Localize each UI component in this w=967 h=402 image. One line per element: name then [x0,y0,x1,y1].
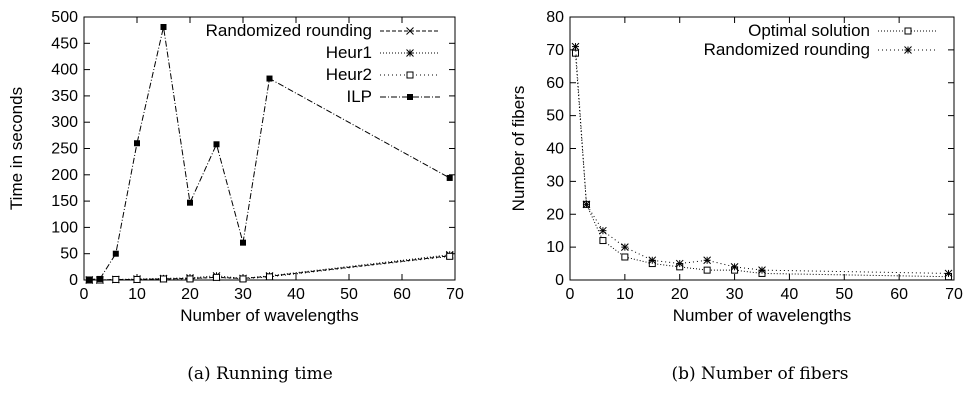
data-point [730,262,739,271]
data-point [213,141,220,148]
legend-label: ILP [346,87,372,106]
series-line [89,26,450,280]
running-time-chart: 0 10 20 30 40 50 60 70 0 50 100 150 200 250 300 350 400 4… [7,9,464,325]
x-tick-label: 70 [446,286,464,303]
x-tick-label: 50 [835,286,853,303]
plot-frame [83,16,456,281]
y-tick-label: 100 [51,219,78,236]
y-tick-label: 300 [51,114,78,131]
data-point [703,256,711,265]
legend-marker [407,94,413,100]
fibers-chart: 0 10 20 30 40 50 60 70 0 10 20 30 40 50 60 70 80 Number o… [509,9,963,325]
data-point [599,237,607,245]
series-line [574,46,949,274]
y-tick-label: 200 [51,167,78,184]
y-tick-label: 150 [51,193,78,210]
y-tick-label: 500 [51,9,78,26]
data-point [213,273,220,281]
legend-label: Randomized rounding [206,21,372,40]
x-tick-label: 20 [181,286,199,303]
data-point [266,273,273,281]
data-point [758,266,766,274]
data-point [571,42,580,51]
legend-marker [406,27,414,35]
y-tick-label: 0 [555,272,564,289]
y-tick-label: 10 [546,239,564,256]
data-point [112,250,119,257]
y-tick-label: 20 [546,206,564,223]
data-point [648,256,657,265]
x-tick-label: 10 [616,286,634,303]
x-tick-label: 0 [566,286,575,303]
data-point [675,259,684,268]
data-point [134,140,140,147]
data-point [160,23,167,30]
y-axis-label: Number of fibers [509,86,528,212]
y-tick-label: 450 [51,35,78,52]
x-tick-label: 30 [234,286,252,303]
series-optimal-solution [571,49,953,281]
x-tick-label: 30 [726,286,744,303]
y-tick-label: 350 [51,88,78,105]
x-tick-label: 40 [287,286,305,303]
data-point [186,275,194,283]
y-tick-label: 400 [51,62,78,79]
data-point [621,243,629,251]
x-axis-label: Number of wavelengths [673,306,852,325]
legend-marker [406,49,414,57]
y-tick-label: 70 [546,42,564,59]
x-tick-label: 70 [945,286,963,303]
y-tick-label: 40 [546,141,564,158]
x-tick-label: 20 [671,286,689,303]
x-tick-label: 0 [80,286,89,303]
data-point [133,275,141,283]
caption-running-time: (a) Running time [187,364,333,384]
y-tick-label: 50 [546,108,564,125]
data-point [599,226,607,235]
series-randomized-rounding [571,42,953,278]
data-point [621,253,629,261]
x-tick-label: 50 [340,286,358,303]
data-point [187,199,193,206]
legend-label: Randomized rounding [704,40,870,59]
legend-label: Optimal solution [748,21,870,40]
data-point [446,174,453,181]
x-tick-label: 40 [781,286,799,303]
x-tick-label: 60 [890,286,908,303]
data-point [160,275,167,283]
y-tick-label: 50 [60,246,78,263]
series-ilp [86,23,453,283]
data-point [112,275,120,283]
legend-marker [406,71,414,79]
data-point [239,275,247,283]
y-tick-label: 80 [546,9,564,26]
data-point [944,269,953,278]
data-point [86,276,93,283]
series-line [89,254,450,281]
data-point [446,252,454,260]
x-tick-label: 10 [128,286,146,303]
data-point [571,49,579,57]
y-tick-label: 0 [69,272,78,289]
data-point [582,200,591,209]
data-point [266,75,273,82]
data-point [96,275,103,282]
legend-marker [904,27,912,35]
y-tick-label: 60 [546,75,564,92]
series-line [574,53,949,278]
x-axis-label: Number of wavelengths [180,306,359,325]
data-point [240,239,246,246]
y-axis-label: Time in seconds [7,87,26,210]
legend-marker [904,46,912,54]
y-tick-label: 250 [51,141,78,158]
data-point [703,266,711,274]
caption-number-of-fibers: (b) Number of fibers [671,364,849,384]
legend-label: Heur2 [326,65,372,84]
y-tick-label: 30 [546,173,564,190]
legend-label: Heur1 [326,43,372,62]
x-tick-label: 60 [393,286,411,303]
